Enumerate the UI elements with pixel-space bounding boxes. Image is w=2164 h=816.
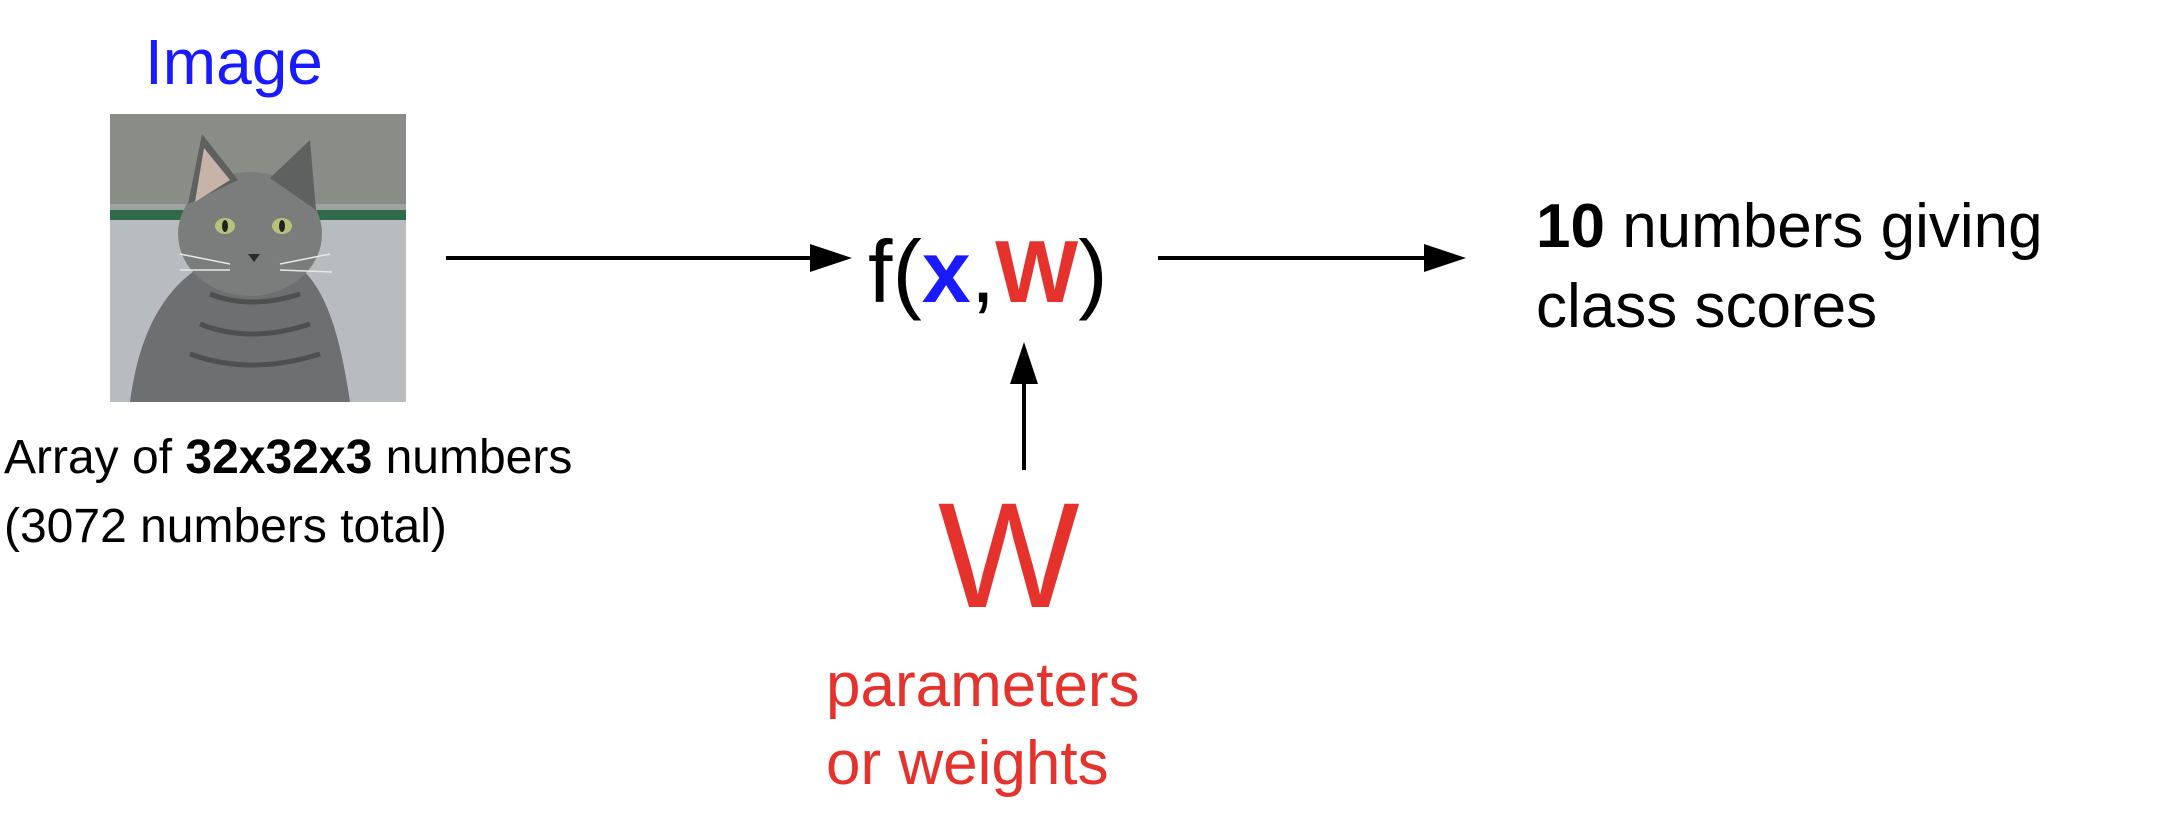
output-label-line2: class scores — [1536, 272, 1878, 341]
weights-label-line2: or weights — [826, 729, 1109, 798]
weights-label-line1: parameters — [826, 651, 1140, 720]
weight-variable: W — [995, 222, 1079, 321]
function-expression: f(x,W) — [868, 222, 1108, 322]
function-close: ) — [1078, 222, 1108, 321]
arrow-input-to-function — [446, 244, 852, 272]
weights-symbol: W — [938, 471, 1080, 639]
output-count: 10 — [1536, 192, 1605, 261]
input-caption-line2: (3072 numbers total) — [4, 500, 447, 553]
input-caption-line1: Array of 32x32x3 numbers — [4, 428, 572, 488]
caption-prefix: Array of — [4, 431, 186, 484]
image-label: Image — [145, 26, 323, 98]
cat-image — [110, 114, 406, 402]
function-comma: , — [970, 222, 996, 321]
input-dimensions: 32x32x3 — [185, 431, 373, 484]
caption-suffix: numbers — [372, 431, 573, 484]
arrow-weights-to-function — [1010, 342, 1038, 470]
function-open: f( — [868, 222, 922, 321]
output-text: numbers giving — [1604, 192, 2043, 261]
arrow-function-to-output — [1158, 244, 1466, 272]
input-variable: x — [921, 222, 971, 321]
output-label-line1: 10 numbers giving — [1536, 190, 2043, 264]
